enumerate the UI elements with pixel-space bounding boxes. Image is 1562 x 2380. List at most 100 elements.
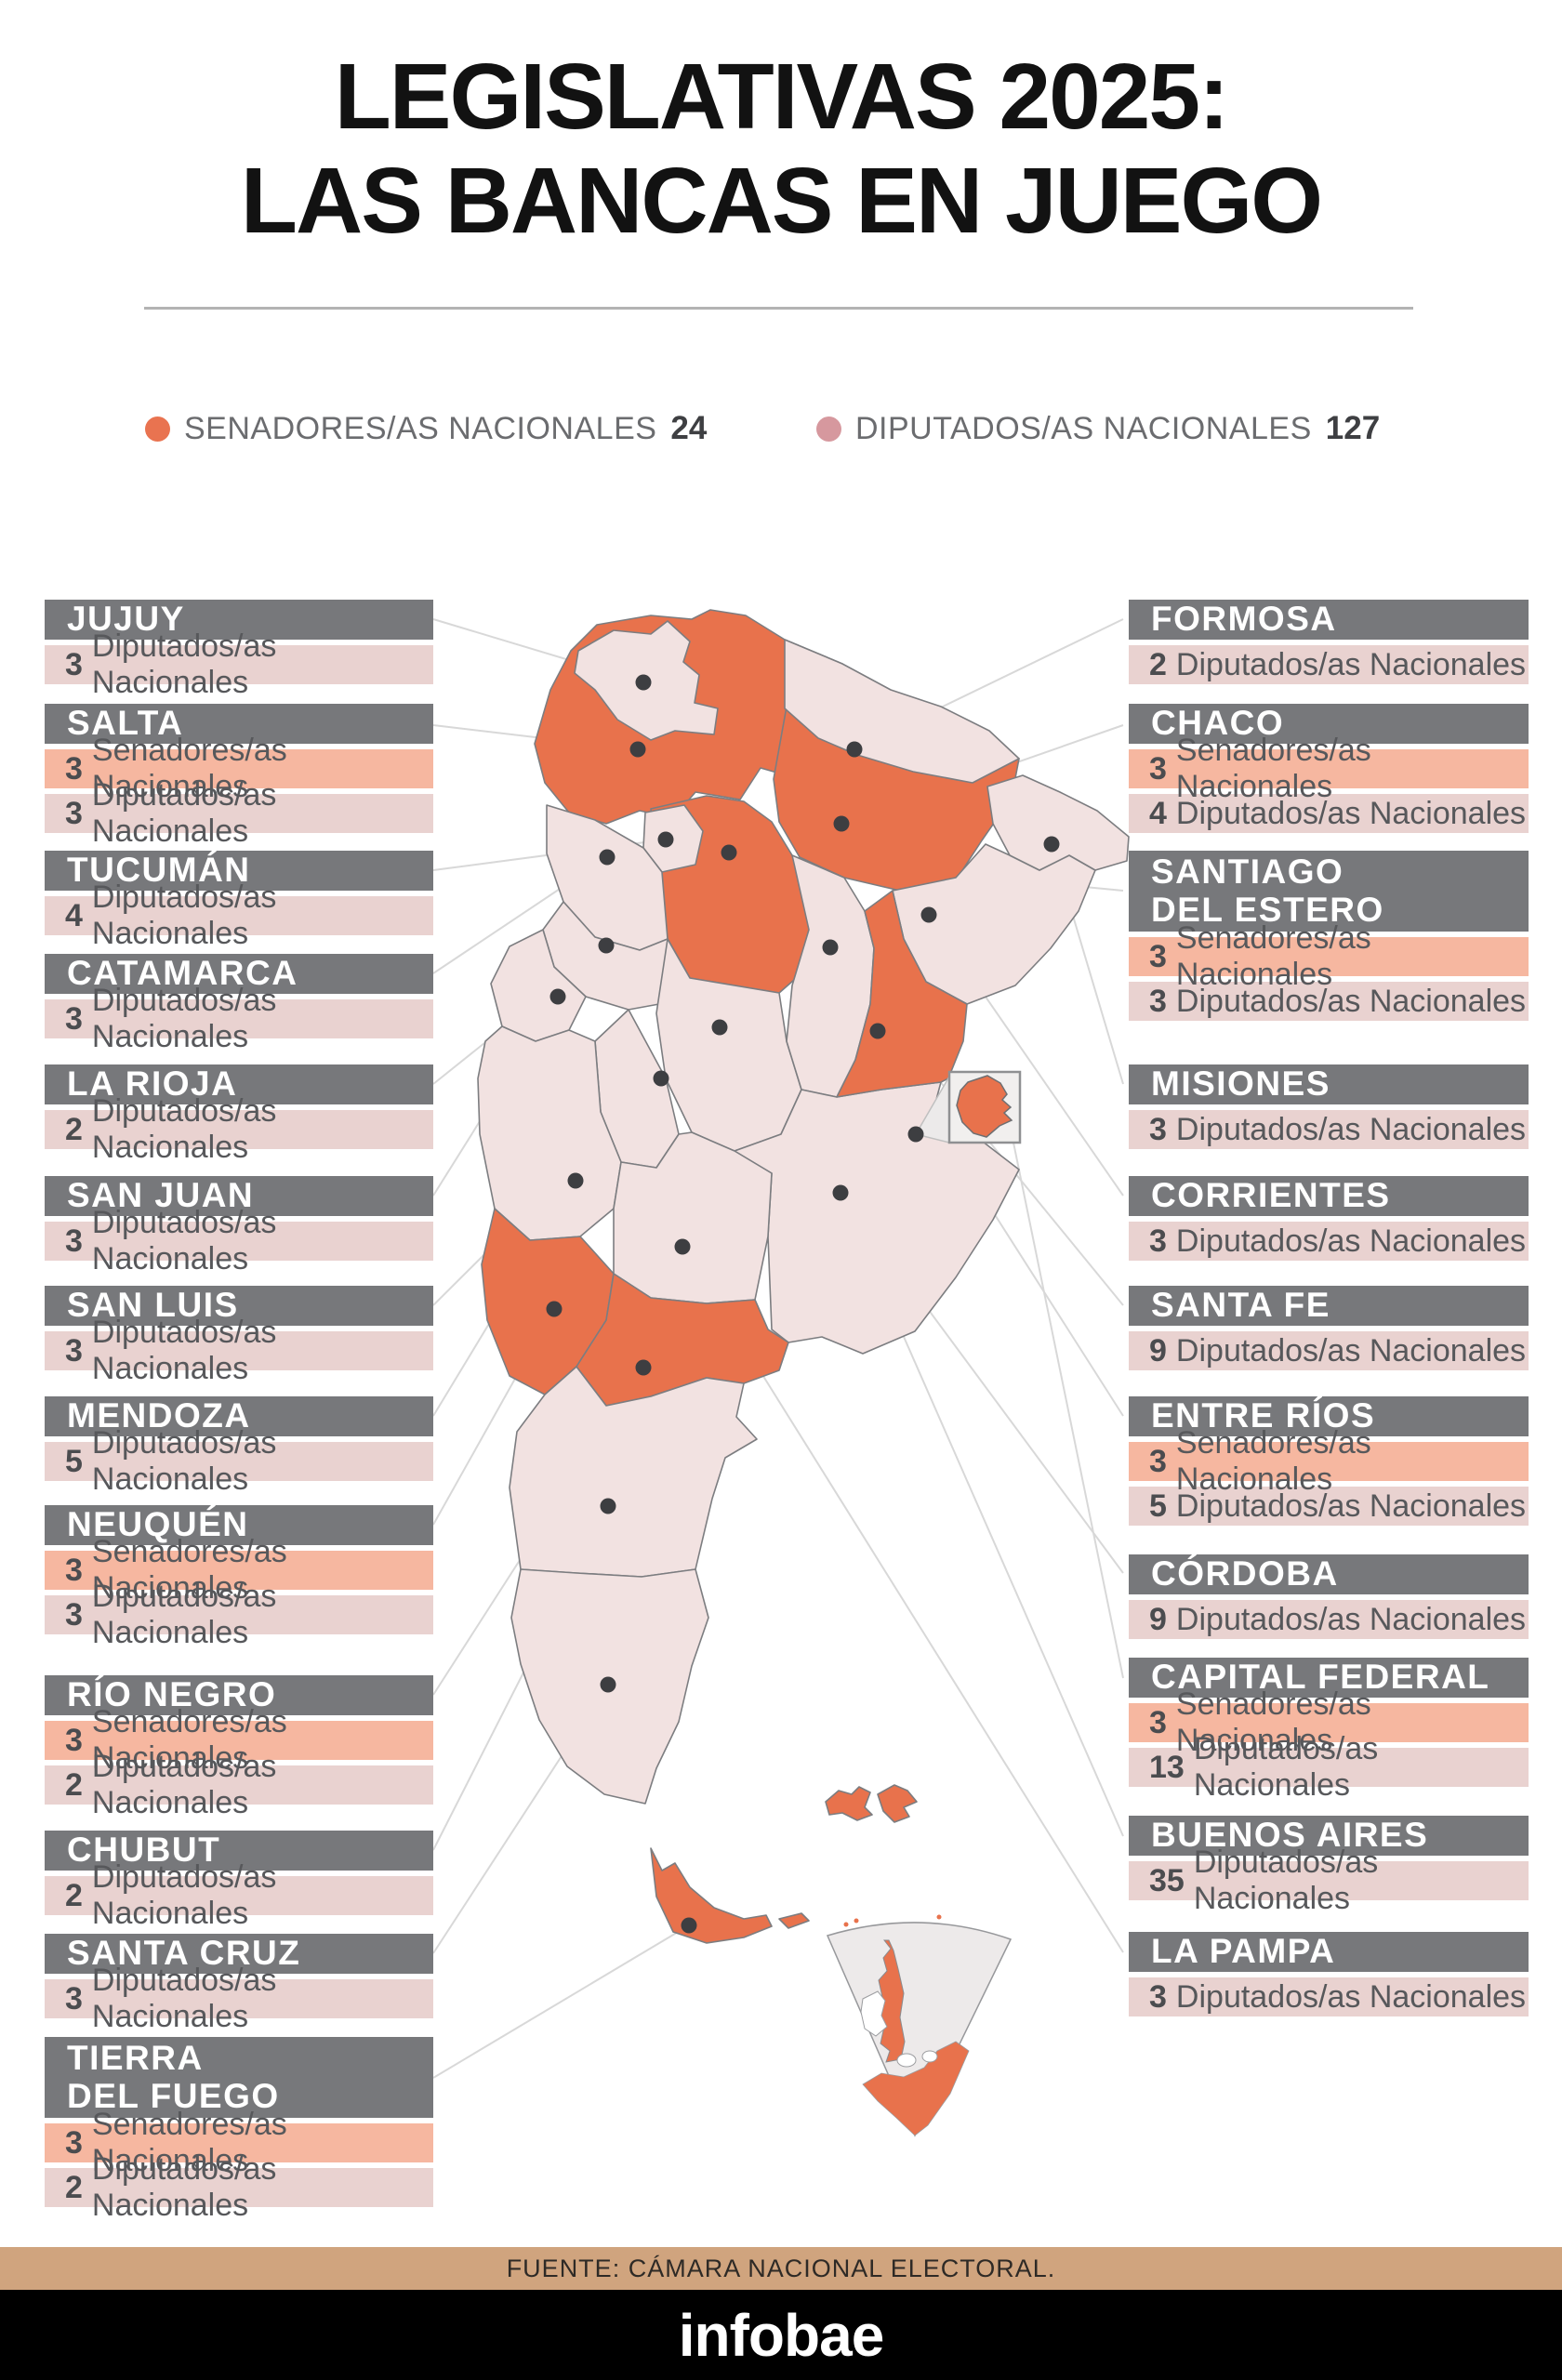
brand-bar: infobae xyxy=(0,2290,1562,2380)
map-dot-santa-cruz xyxy=(600,1676,616,1693)
map-dot-chaco xyxy=(833,815,850,832)
map-province-entre-rios xyxy=(836,890,968,1098)
antarctica-inset xyxy=(826,1914,1013,2137)
province-block-left-2: TUCUMÁN 4 Diputados/as Nacionales xyxy=(45,851,433,951)
map-dot-buenos-aires xyxy=(832,1184,849,1201)
province-name: CÓRDOBA xyxy=(1129,1554,1529,1594)
seat-row-senators: 3 Senadores/as Nacionales xyxy=(1129,920,1529,992)
province-block-right-7: CÓRDOBA 9 Diputados/as Nacionales xyxy=(1129,1554,1529,1645)
province-block-right-3: MISIONES 3 Diputados/as Nacionales xyxy=(1129,1064,1529,1155)
seat-row-deputies: 3 Diputados/as Nacionales xyxy=(1129,1977,1529,2016)
province-name: TUCUMÁN xyxy=(45,851,433,891)
map-dot-neuquen xyxy=(546,1301,563,1317)
legend-deputies-value: 127 xyxy=(1325,410,1381,446)
map-province-capital-federal xyxy=(956,1075,1013,1138)
map-dot-la-rioja xyxy=(598,937,615,954)
seat-row-deputies: 9 Diputados/as Nacionales xyxy=(1129,1600,1529,1639)
seat-row-deputies: 2 Diputados/as Nacionales xyxy=(45,1859,433,1931)
province-block-left-12: TIERRA DEL FUEGO 3 Senadores/as Nacionales… xyxy=(45,2037,433,2223)
map-islands-malvinas-east xyxy=(877,1784,918,1823)
legend-senators-value: 24 xyxy=(670,410,708,446)
seat-row-deputies: 5 Diputados/as Nacionales xyxy=(1129,1487,1529,1526)
seat-row-deputies: 35 Diputados/as Nacionales xyxy=(1129,1844,1529,1916)
provinces xyxy=(477,609,1130,1944)
antarctic-peninsula xyxy=(876,1939,906,2063)
seat-row-deputies: 4 Diputados/as Nacionales xyxy=(1129,794,1529,833)
province-block-right-8: CAPITAL FEDERAL 3 Senadores/as Nacionales 1… xyxy=(1129,1658,1529,1803)
map-dot-jujuy xyxy=(635,674,652,691)
seat-row-deputies: 3 Diputados/as Nacionales xyxy=(1129,1222,1529,1261)
province-name: FORMOSA xyxy=(1129,600,1529,640)
seat-row-deputies: 3 Diputados/as Nacionales xyxy=(45,1579,433,1650)
map-dot-salta xyxy=(629,741,646,758)
seat-row-deputies: 3 Diputados/as Nacionales xyxy=(45,777,433,849)
seat-row-deputies: 4 Diputados/as Nacionales xyxy=(45,879,433,951)
seat-row-senators: 3 Senadores/as Nacionales xyxy=(45,2107,433,2178)
senators-dot-icon xyxy=(145,416,170,442)
deputies-dot-icon xyxy=(816,416,841,442)
seat-row-senators: 3 Senadores/as Nacionales xyxy=(45,733,433,804)
seat-row-deputies: 5 Diputados/as Nacionales xyxy=(45,1425,433,1497)
title-divider xyxy=(144,307,1413,310)
antarctic-islet2 xyxy=(854,1918,859,1924)
seat-row-deputies: 3 Diputados/as Nacionales xyxy=(45,628,433,700)
province-name: NEUQUÉN xyxy=(45,1505,433,1545)
seat-row-deputies: 2 Diputados/as Nacionales xyxy=(45,1749,433,1820)
province-name: ENTRE RÍOS xyxy=(1129,1396,1529,1436)
province-name: SANTA FE xyxy=(1129,1286,1529,1326)
map-dot-santiago-del-estero xyxy=(721,844,737,861)
province-name: RÍO NEGRO xyxy=(45,1675,433,1715)
map-province-formosa xyxy=(784,639,1020,784)
antarctica-south-mass xyxy=(862,2041,970,2136)
map-dot-santa-fe xyxy=(822,939,839,956)
seat-row-senators: 3 Senadores/as Nacionales xyxy=(45,1534,433,1606)
province-block-left-10: CHUBUT 2 Diputados/as Nacionales xyxy=(45,1831,433,1931)
province-block-left-3: CATAMARCA 3 Diputados/as Nacionales xyxy=(45,954,433,1054)
page-title: LEGISLATIVAS 2025: LAS BANCAS EN JUEGO xyxy=(0,45,1562,253)
province-name: SAN LUIS xyxy=(45,1286,433,1326)
province-name: SALTA xyxy=(45,704,433,744)
page-title-line2: LAS BANCAS EN JUEGO xyxy=(240,149,1323,253)
province-block-left-0: JUJUY 3 Diputados/as Nacionales xyxy=(45,600,433,700)
province-block-right-2: SANTIAGO DEL ESTERO 3 Senadores/as Naciona… xyxy=(1129,851,1529,1026)
province-name: JUJUY xyxy=(45,600,433,640)
province-name: CORRIENTES xyxy=(1129,1176,1529,1216)
province-name: LA RIOJA xyxy=(45,1064,433,1104)
seat-row-senators: 3 Senadores/as Nacionales xyxy=(1129,733,1529,804)
province-name: CHACO xyxy=(1129,704,1529,744)
legend-senators-label: SENADORES/AS NACIONALES xyxy=(184,410,657,446)
seat-row-deputies: 3 Diputados/as Nacionales xyxy=(1129,982,1529,1021)
seat-row-deputies: 3 Diputados/as Nacionales xyxy=(45,1963,433,2034)
province-block-left-5: SAN JUAN 3 Diputados/as Nacionales xyxy=(45,1176,433,1276)
province-block-left-6: SAN LUIS 3 Diputados/as Nacionales xyxy=(45,1286,433,1386)
province-name: MISIONES xyxy=(1129,1064,1529,1104)
province-name: SANTIAGO DEL ESTERO xyxy=(1129,851,1529,932)
seat-row-deputies: 2 Diputados/as Nacionales xyxy=(1129,645,1529,684)
seat-row-deputies: 3 Diputados/as Nacionales xyxy=(45,983,433,1054)
ice-shelf-south2 xyxy=(921,2050,938,2063)
province-name: CHUBUT xyxy=(45,1831,433,1871)
ice-shelf-south1 xyxy=(896,2053,917,2068)
map-dot-misiones xyxy=(1043,836,1060,853)
map-dot-tierra-del-fuego xyxy=(681,1917,697,1934)
map-dot-san-juan xyxy=(549,988,566,1005)
province-block-right-10: LA PAMPA 3 Diputados/as Nacionales xyxy=(1129,1932,1529,2022)
antarctic-islet3 xyxy=(936,1914,942,1920)
legend-senators: SENADORES/AS NACIONALES 24 xyxy=(145,407,707,450)
antarctic-islet1 xyxy=(843,1922,849,1927)
seat-row-deputies: 13 Diputados/as Nacionales xyxy=(1129,1731,1529,1803)
province-block-left-8: NEUQUÉN 3 Senadores/as Nacionales 3 Diputado… xyxy=(45,1505,433,1650)
seat-row-senators: 3 Senadores/as Nacionales xyxy=(1129,1425,1529,1497)
province-block-left-4: LA RIOJA 2 Diputados/as Nacionales xyxy=(45,1064,433,1165)
map-province-chubut xyxy=(509,1366,758,1578)
province-block-left-9: RÍO NEGRO 3 Senadores/as Nacionales 2 Diputa… xyxy=(45,1675,433,1820)
legend-deputies: DIPUTADOS/AS NACIONALES 127 xyxy=(816,407,1380,450)
province-dots xyxy=(546,674,1060,1934)
legend-deputies-label: DIPUTADOS/AS NACIONALES xyxy=(855,410,1312,446)
province-block-right-0: FORMOSA 2 Diputados/as Nacionales xyxy=(1129,600,1529,690)
map-dot-entre-rios xyxy=(869,1023,886,1039)
source-bar: FUENTE: CÁMARA NACIONAL ELECTORAL. xyxy=(0,2247,1562,2290)
map-dot-corrientes xyxy=(920,906,937,923)
province-block-left-7: MENDOZA 5 Diputados/as Nacionales xyxy=(45,1396,433,1497)
